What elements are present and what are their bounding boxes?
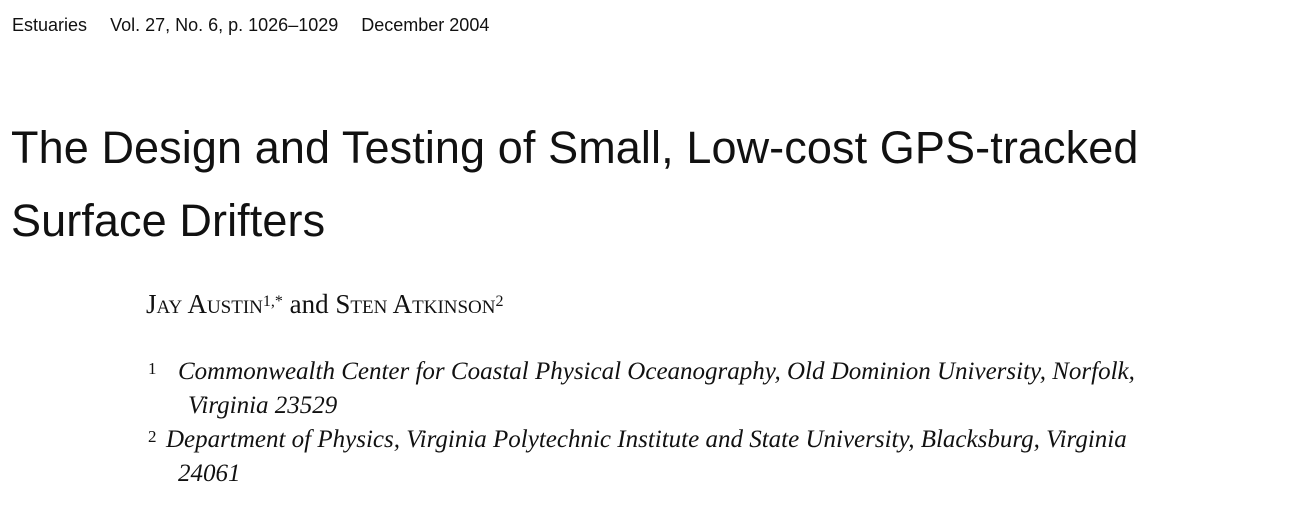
journal-volume: Vol. 27, No. 6, p. 1026–1029	[110, 15, 339, 35]
author-list: Jay Austin1,* and Sten Atkinson2	[146, 287, 504, 321]
author-connector: and	[289, 289, 329, 319]
affiliation-list: 1 Commonwealth Center for Coastal Physic…	[146, 355, 1276, 491]
affiliation-1-line-1: Commonwealth Center for Coastal Physical…	[178, 358, 1135, 385]
author-1-name: Jay Austin	[146, 289, 263, 319]
paper-title-line-1: The Design and Testing of Small, Low-cos…	[11, 122, 1139, 173]
author-1-affiliation-marks: 1,*	[262, 293, 283, 310]
affiliation-1-line-2: Virginia 23529	[188, 392, 338, 419]
affiliation-1: 1 Commonwealth Center for Coastal Physic…	[146, 355, 1276, 423]
journal-date: December 2004	[361, 15, 490, 35]
affiliation-2-line-1: Department of Physics, Virginia Polytech…	[166, 426, 1127, 453]
author-2-affiliation-marks: 2	[495, 293, 504, 310]
affiliation-2-line-2: 24061	[178, 460, 241, 487]
journal-name: Estuaries	[12, 15, 88, 35]
journal-citation: Estuaries Vol. 27, No. 6, p. 1026–1029 D…	[12, 14, 489, 36]
paper-title-line-2: Surface Drifters	[11, 195, 326, 246]
paper-title: The Design and Testing of Small, Low-cos…	[11, 111, 1271, 257]
affiliation-1-number: 1	[148, 359, 157, 378]
affiliation-2: 2 Department of Physics, Virginia Polyte…	[146, 423, 1276, 491]
affiliation-2-number: 2	[148, 427, 157, 446]
author-2-name: Sten Atkinson	[335, 289, 496, 319]
